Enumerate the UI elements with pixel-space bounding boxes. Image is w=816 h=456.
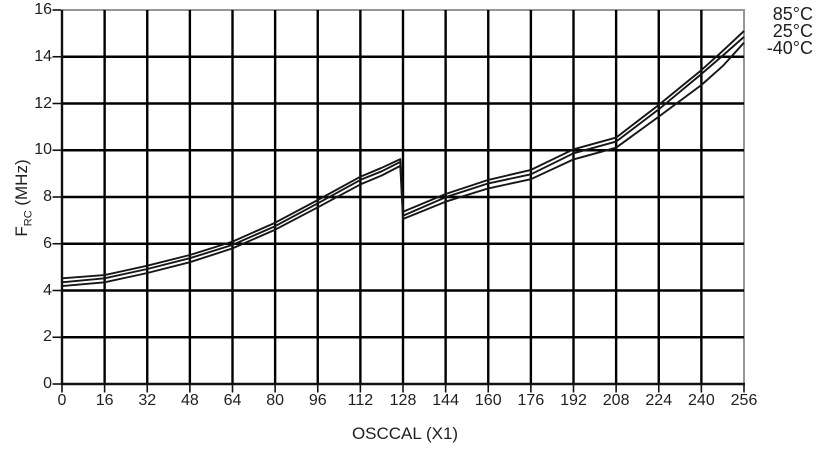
y-tick-label: 0	[43, 375, 52, 392]
x-tick-label: 192	[560, 392, 587, 409]
y-tick-label: 16	[34, 1, 52, 18]
x-tick-label: 96	[308, 392, 327, 409]
x-tick-label: 128	[389, 392, 417, 409]
x-tick-label: 224	[645, 392, 673, 409]
x-tick-label: 32	[138, 392, 157, 409]
x-tick-label: 160	[474, 392, 502, 409]
x-tick-label: 208	[602, 392, 630, 409]
legend-entry-85cc: 85°C	[772, 4, 813, 24]
x-tick-label: 112	[347, 392, 374, 409]
y-tick-label: 14	[34, 47, 52, 65]
x-tick-label: 16	[95, 392, 114, 409]
x-tick-label: 48	[180, 392, 199, 409]
y-axis-title-subscript: RC	[22, 210, 35, 227]
legend-entry--40cc: -40°C	[766, 38, 813, 58]
x-tick-label: 64	[223, 392, 242, 409]
x-axis-title: OSCCAL (X1)	[351, 424, 459, 443]
x-tick-label: 0	[57, 392, 67, 409]
x-tick-label: 256	[730, 392, 758, 409]
x-tick-label: 144	[432, 392, 459, 409]
legend: 85°C 25°C -40°C	[766, 4, 813, 58]
x-tick-label: 80	[266, 392, 285, 409]
x-tick-label: 176	[517, 392, 545, 409]
y-tick-label: 8	[43, 188, 52, 205]
y-tick-label: 12	[34, 94, 52, 112]
x-tick-label: 240	[688, 392, 715, 409]
y-tick-label: 4	[43, 281, 52, 299]
curve--40cc	[61, 42, 745, 288]
y-tick-label: 2	[43, 328, 52, 346]
y-tick-label: 10	[34, 141, 52, 159]
y-tick-label: 6	[43, 234, 52, 252]
legend-entry-25cc: 25°C	[772, 21, 813, 41]
